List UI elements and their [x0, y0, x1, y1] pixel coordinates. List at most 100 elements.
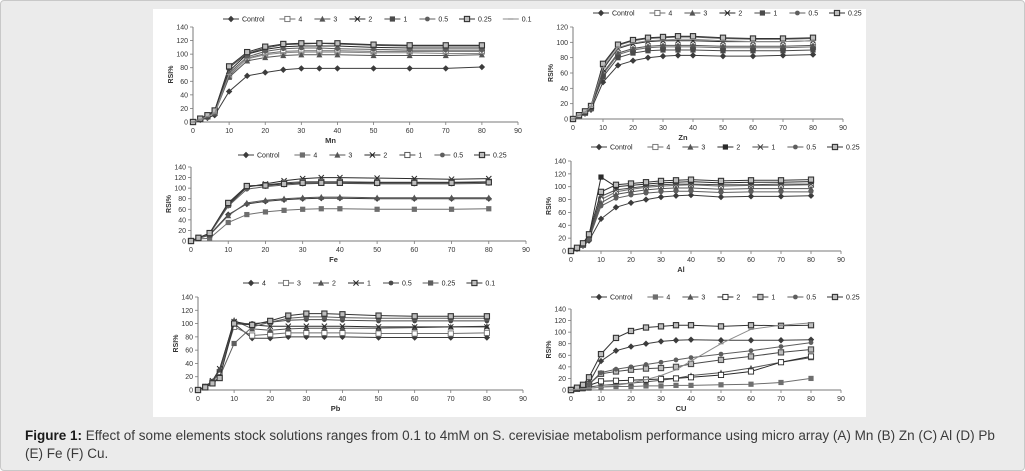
- data-point: [779, 35, 787, 42]
- data-point: [807, 353, 815, 360]
- data-point: [298, 65, 305, 72]
- data-point: [629, 36, 637, 44]
- x-tick-label: 30: [299, 247, 307, 254]
- data-point: [262, 54, 269, 61]
- data-point: [485, 194, 492, 201]
- data-point: [613, 186, 619, 193]
- data-point: [285, 312, 292, 319]
- data-point: [597, 378, 605, 385]
- data-point: [573, 384, 581, 391]
- legend-marker: [389, 16, 395, 22]
- data-point: [748, 185, 754, 192]
- data-point: [303, 310, 310, 317]
- data-point: [299, 179, 306, 187]
- x-tick-label: 80: [807, 257, 815, 264]
- data-point: [267, 327, 274, 333]
- data-point: [411, 323, 418, 330]
- y-tick-label: 80: [180, 65, 188, 72]
- data-point: [748, 189, 754, 195]
- x-tick-label: 90: [837, 396, 845, 403]
- y-axis-label: RSI%: [548, 63, 555, 82]
- data-point: [644, 34, 652, 41]
- data-point: [334, 51, 341, 58]
- legend-marker: [471, 279, 478, 287]
- data-point: [371, 46, 376, 52]
- data-point: [479, 47, 485, 53]
- panel-mn: 0 20 40 60 80 100 120 140 0 10 20 30 40 50 60 70 80 90 Mn R…: [168, 15, 532, 145]
- x-tick-label: 80: [478, 128, 486, 135]
- y-tick-label: 40: [560, 86, 568, 93]
- legend-label: 2: [383, 153, 387, 160]
- x-tick-label: 20: [266, 396, 274, 403]
- data-point: [688, 382, 694, 388]
- data-point: [573, 244, 581, 251]
- data-point: [717, 193, 725, 201]
- data-point: [243, 72, 251, 80]
- data-point: [717, 177, 725, 185]
- data-point: [281, 207, 287, 213]
- series-line: [570, 194, 812, 252]
- legend-marker: [724, 10, 731, 16]
- x-tick-label: 20: [629, 125, 637, 132]
- data-point: [447, 323, 454, 330]
- legend-marker: [595, 143, 603, 151]
- data-point: [689, 52, 697, 59]
- y-tick-label: 100: [176, 52, 188, 59]
- x-axis-label: Al: [677, 265, 685, 274]
- data-point: [411, 313, 418, 320]
- data-point: [778, 185, 784, 192]
- data-point: [720, 42, 726, 49]
- data-point: [448, 206, 455, 212]
- y-tick-label: 80: [185, 334, 193, 341]
- data-point: [747, 337, 755, 344]
- data-point: [321, 314, 327, 320]
- x-tick-label: 0: [189, 247, 193, 254]
- data-point: [614, 62, 622, 69]
- legend-label: 0.25: [848, 11, 862, 18]
- data-point: [485, 179, 492, 186]
- data-point: [750, 48, 756, 54]
- x-tick-label: 20: [262, 247, 270, 254]
- data-point: [318, 193, 325, 200]
- data-point: [375, 330, 382, 337]
- y-tick-label: 100: [554, 330, 566, 337]
- data-point: [374, 194, 381, 201]
- data-point: [630, 50, 636, 56]
- data-point: [478, 51, 485, 58]
- data-point: [262, 182, 269, 189]
- data-point: [225, 88, 233, 95]
- x-tick-label: 20: [261, 128, 269, 135]
- data-point: [659, 33, 667, 41]
- data-point: [748, 348, 754, 354]
- data-point: [406, 52, 413, 59]
- x-tick-label: 80: [485, 247, 493, 254]
- data-point: [628, 188, 634, 195]
- data-point: [717, 356, 725, 364]
- data-point: [243, 182, 250, 190]
- legend-label: 1: [773, 11, 777, 18]
- x-tick-label: 90: [839, 125, 847, 132]
- data-point: [627, 377, 635, 384]
- legend-label: 3: [297, 281, 301, 288]
- y-tick-label: 20: [185, 374, 193, 381]
- x-tick-label: 70: [777, 396, 785, 403]
- data-point: [303, 323, 310, 330]
- data-point: [717, 337, 725, 344]
- x-tick-label: 40: [336, 247, 344, 254]
- x-tick-label: 90: [519, 396, 527, 403]
- data-point: [598, 370, 604, 376]
- data-point: [262, 49, 268, 54]
- series-line: [190, 181, 489, 242]
- x-tick-label: 70: [442, 128, 450, 135]
- legend-marker: [404, 151, 411, 159]
- data-point: [262, 197, 269, 203]
- panel-fe: 0 20 40 60 80 100 120 140 0 10 20 30 40 50 60 70 80 90 Fe R…: [166, 151, 530, 264]
- data-point: [483, 329, 490, 336]
- y-tick-label: 60: [558, 210, 566, 217]
- data-point: [657, 323, 665, 330]
- legend-marker: [463, 15, 471, 23]
- y-tick-label: 80: [560, 55, 568, 62]
- data-point: [627, 180, 635, 187]
- data-point: [597, 350, 605, 358]
- legend-marker: [687, 293, 694, 300]
